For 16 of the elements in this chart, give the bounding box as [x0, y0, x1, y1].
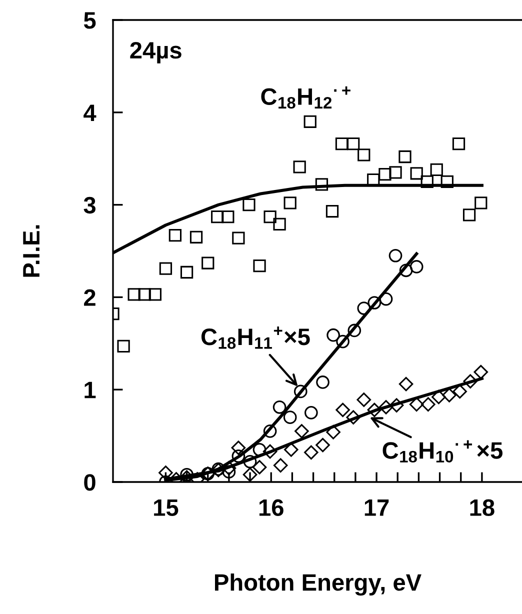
y-axis-title: P.I.E. — [23, 225, 40, 277]
y-tick-label: 2 — [84, 289, 96, 306]
annotation: C$_{18}$H$_{11}$$^{+}$×5 — [201, 326, 310, 349]
x-tick-label: 16 — [259, 499, 284, 516]
y-tick-label: 5 — [84, 12, 96, 29]
x-tick-label: 15 — [154, 500, 178, 516]
y-tick-label: 0 — [84, 474, 96, 491]
annotation: C$_{18}$H$_{10}$$^{·+}$×5 — [382, 440, 502, 463]
annotation: 24µs — [130, 42, 182, 64]
y-tick-label: 4 — [84, 104, 96, 121]
x-axis-title: Photon Energy, eV — [215, 573, 422, 596]
x-tick-label: 18 — [470, 499, 494, 516]
y-tick-label: 1 — [84, 382, 96, 398]
y-tick-label: 3 — [84, 196, 96, 214]
annotation: C$_{18}$H$_{12}$$^{·+}$ — [261, 86, 350, 109]
x-tick-label: 17 — [364, 500, 389, 516]
